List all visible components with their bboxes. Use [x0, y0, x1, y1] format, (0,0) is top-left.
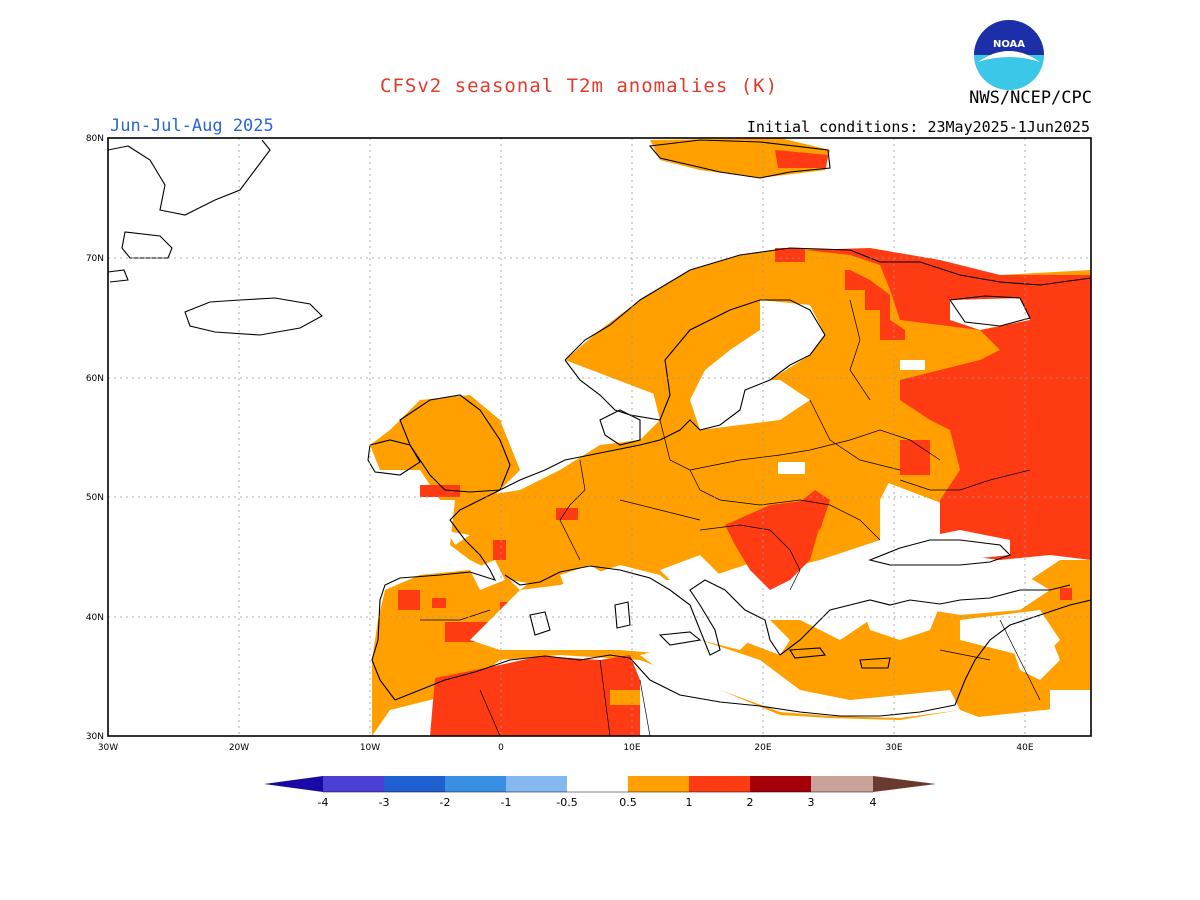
colorbar-segment — [567, 776, 628, 792]
season-label: Jun-Jul-Aug 2025 — [110, 116, 274, 136]
colorbar-label: 1 — [686, 796, 693, 809]
colorbar-segment — [323, 776, 384, 792]
colorbar-segment — [628, 776, 689, 792]
lon-label: 40E — [1016, 743, 1033, 753]
colorbar-right-arrow — [873, 776, 936, 792]
map-area — [108, 138, 1091, 736]
colorbar-segment — [750, 776, 811, 792]
colorbar-segment — [384, 776, 445, 792]
colorbar: -4 -3 -2 -1 -0.5 0.5 1 2 3 4 — [264, 776, 936, 809]
chart-title: CFSv2 seasonal T2m anomalies (K) — [380, 75, 779, 97]
agency-label: NWS/NCEP/CPC — [969, 88, 1092, 108]
lon-label: 0 — [498, 743, 504, 753]
lon-label: 30W — [98, 743, 118, 753]
noaa-logo: NOAA — [974, 20, 1044, 90]
lat-label: 30N — [86, 732, 104, 742]
colorbar-left-arrow — [264, 776, 323, 792]
longitude-labels: 30W 20W 10W 0 10E 20E 30E 40E — [98, 743, 1034, 753]
colorbar-label: 3 — [808, 796, 815, 809]
lat-label: 80N — [86, 134, 104, 144]
noaa-logo-text: NOAA — [993, 39, 1025, 50]
lon-label: 10E — [623, 743, 640, 753]
coastlines — [108, 139, 1091, 717]
latitude-labels: 80N 70N 60N 50N 40N 30N — [86, 134, 104, 742]
lon-label: 20E — [754, 743, 771, 753]
colorbar-segment — [506, 776, 567, 792]
colorbar-label: -0.5 — [556, 796, 577, 809]
colorbar-label: -2 — [440, 796, 451, 809]
map-frame — [107, 137, 1092, 737]
colorbar-label: -1 — [501, 796, 512, 809]
lon-label: 30E — [885, 743, 902, 753]
colorbar-label: 4 — [870, 796, 877, 809]
colorbar-label: -4 — [318, 796, 329, 809]
lon-label: 10W — [360, 743, 380, 753]
country-borders — [420, 299, 1041, 736]
lat-label: 70N — [86, 254, 104, 264]
colorbar-segment — [689, 776, 750, 792]
lat-label: 60N — [86, 374, 104, 384]
anomaly-shading — [108, 138, 1091, 736]
colorbar-label: -3 — [379, 796, 390, 809]
initial-conditions-label: Initial conditions: 23May2025-1Jun2025 — [746, 118, 1090, 136]
colorbar-label: 2 — [747, 796, 754, 809]
colorbar-segment — [811, 776, 873, 792]
colorbar-label: 0.5 — [619, 796, 637, 809]
gridlines — [108, 138, 1091, 736]
lon-label: 20W — [229, 743, 249, 753]
lat-label: 40N — [86, 613, 104, 623]
colorbar-segment — [445, 776, 506, 792]
lat-label: 50N — [86, 493, 104, 503]
